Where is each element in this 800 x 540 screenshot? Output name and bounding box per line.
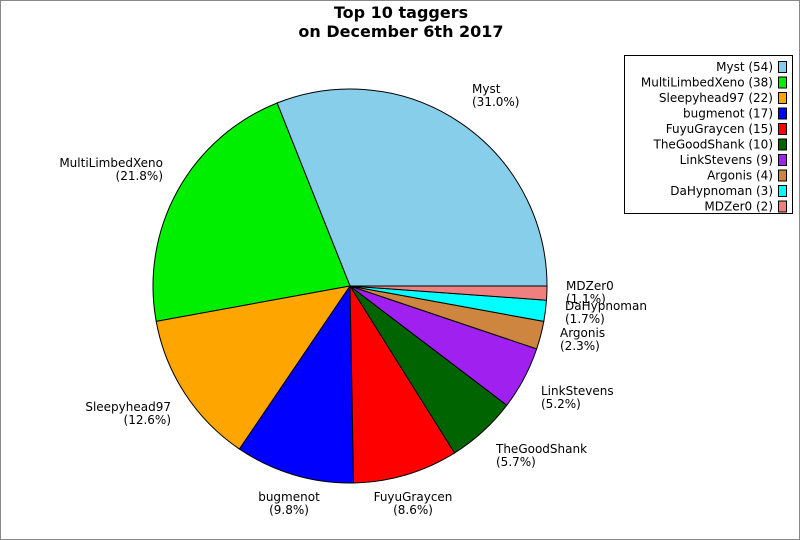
pie-slice-sleepyhead97 — [155, 285, 352, 450]
legend-box — [624, 55, 793, 214]
legend-label-link-stevens: LinkStevens (9) — [680, 153, 773, 167]
legend-swatch-argonis — [778, 169, 787, 182]
legend: Myst (54) MultiLimbedXeno (38)Sleepyhead9… — [624, 55, 793, 214]
slice-label-bugmenot: bugmenot (9.8%) — [258, 490, 320, 517]
legend-label-myst: Myst (54) — [716, 60, 773, 74]
slice-label-fuyu-graycen: FuyuGraycen (8.6%) — [374, 490, 453, 517]
legend-swatch-myst — [778, 61, 787, 73]
chart-title-line-2: on December 6th 2017 — [298, 22, 504, 41]
legend-swatch-da-hypnoman — [778, 185, 787, 197]
legend-label-da-hypnoman: DaHypnoman (3) — [670, 184, 773, 198]
pie-slice-mdzer0 — [349, 285, 548, 301]
pie-slice-fuyu-graycen — [349, 284, 456, 484]
slice-label-mdzer0: MDZer0 (1.1%) — [566, 279, 614, 306]
slice-label-link-stevens: LinkStevens (5.2%) — [541, 384, 614, 411]
legend-label-multi-limbed-xeno: MultiLimbedXeno (38) — [641, 76, 773, 90]
chart-title-line-1: Top 10 taggers — [333, 3, 469, 22]
legend-swatch-multi-limbed-xeno — [778, 76, 787, 89]
slice-label-the-good-shank: TheGoodShank (5.7%) — [495, 442, 587, 469]
legend-label-the-good-shank: TheGoodShank (10) — [653, 138, 774, 152]
legend-swatch-the-good-shank — [778, 138, 787, 151]
legend-swatch-bugmenot — [778, 107, 787, 120]
legend-swatch-fuyu-graycen — [778, 123, 787, 135]
pie-slice-bugmenot — [238, 284, 355, 484]
slice-label-da-hypnoman: DaHypnoman (1.7%) — [565, 299, 647, 326]
pie-slices — [152, 88, 548, 484]
legend-label-mdzer0: MDZer0 (2) — [704, 200, 773, 214]
chart-title: Top 10 taggers on December 6th 2017 — [1, 3, 799, 41]
slice-label-myst: Myst (31.0%) — [472, 82, 519, 109]
pie-slice-myst — [276, 88, 548, 287]
slice-label-multi-limbed-xeno: MultiLimbedXeno (21.8%) — [59, 156, 163, 183]
legend-label-bugmenot: bugmenot (17) — [683, 107, 773, 121]
pie-slice-multi-limbed-xeno — [152, 102, 351, 322]
slice-label-sleepyhead97: Sleepyhead97 (12.6%) — [85, 400, 171, 427]
legend-swatch-sleepyhead97 — [778, 92, 787, 104]
legend-label-fuyu-graycen: FuyuGraycen (15) — [666, 122, 773, 136]
legend-swatch-link-stevens — [778, 154, 787, 166]
legend-label-argonis: Argonis (4) — [707, 169, 773, 183]
pie-labels: Myst (31.0%) MultiLimbedXeno (21.8%) Sleepyh… — [59, 82, 647, 517]
legend-swatch-mdzer0 — [778, 200, 787, 213]
legend-label-sleepyhead97: Sleepyhead97 (22) — [659, 91, 773, 105]
slice-label-argonis: Argonis (2.3%) — [560, 326, 605, 353]
